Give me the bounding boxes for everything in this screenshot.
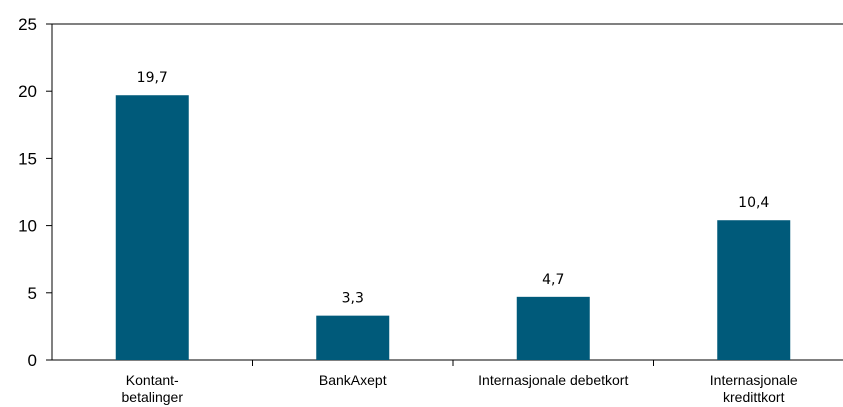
data-label: 10,4 xyxy=(738,195,769,211)
data-label: 4,7 xyxy=(542,272,564,288)
category-label: Internasjonale debetkort xyxy=(478,372,628,388)
y-tick-label: 20 xyxy=(18,82,37,101)
y-axis: 0 5 10 15 20 25 xyxy=(18,15,52,370)
bars xyxy=(115,95,791,361)
y-tick-label: 5 xyxy=(28,284,37,303)
category-label-line: Internasjonale debetkort xyxy=(478,372,628,388)
category-label-line: Internasjonale xyxy=(710,372,798,388)
x-axis xyxy=(252,360,654,366)
category-label-line: betalinger xyxy=(122,389,184,405)
y-tick-label: 10 xyxy=(18,217,37,236)
data-label: 3,3 xyxy=(342,291,364,307)
category-label-line: BankAxept xyxy=(319,372,387,388)
y-tick-label: 0 xyxy=(28,351,37,370)
category-label: Internasjonale kredittkort xyxy=(710,372,798,405)
category-label-line: kredittkort xyxy=(723,389,785,405)
data-labels: 19,7 3,3 4,7 10,4 xyxy=(137,70,770,306)
category-labels: Kontant-betalinger BankAxept Internasjonal… xyxy=(122,372,798,405)
bar xyxy=(115,95,189,361)
category-label: BankAxept xyxy=(319,372,387,388)
y-tick-label: 15 xyxy=(18,149,37,168)
category-label: Kontant-betalinger xyxy=(122,372,184,405)
category-label-line: Kontant- xyxy=(126,372,179,388)
bar xyxy=(316,315,390,360)
bar xyxy=(717,220,791,360)
bar xyxy=(516,296,590,360)
data-label: 19,7 xyxy=(137,70,168,86)
y-tick-label: 25 xyxy=(18,15,37,34)
